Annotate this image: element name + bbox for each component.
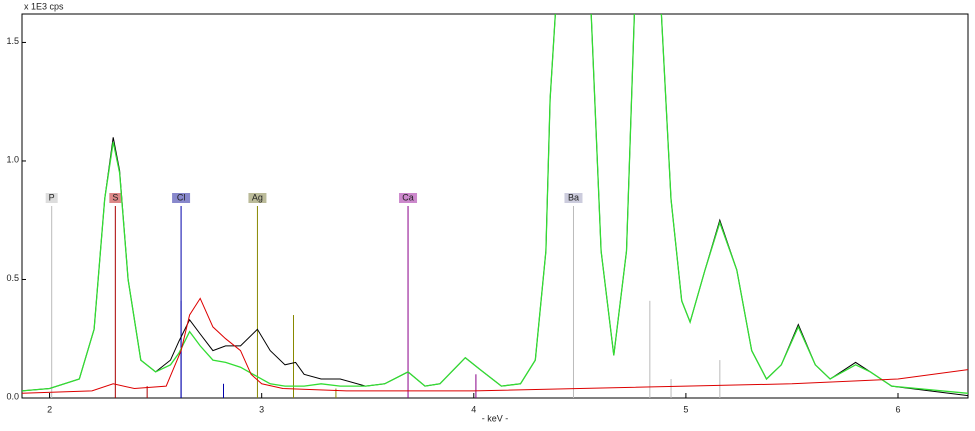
element-label: Ag [252, 192, 263, 202]
x-tick-label: 3 [259, 404, 264, 414]
x-tick-label: 4 [471, 404, 476, 414]
element-label: Cl [177, 192, 186, 202]
element-label-box [564, 193, 583, 203]
y-unit-label: x 1E3 cps [24, 1, 64, 11]
spectrum-line [22, 297, 968, 394]
element-label-box [45, 193, 58, 203]
x-tick-label: 5 [683, 404, 688, 414]
plot-area: P S Cl Ag Ca Ba [22, 14, 968, 398]
y-tick-label: 0.0 [6, 391, 19, 401]
x-tick-label: 2 [47, 404, 52, 414]
element-label-box [399, 193, 418, 203]
y-tick-label: 1.0 [6, 154, 19, 164]
x-axis-label: - keV - [482, 413, 509, 423]
element-label-box [248, 193, 267, 203]
y-tick-label: 1.5 [6, 36, 19, 46]
element-label-box [109, 193, 122, 203]
element-label-box [172, 193, 191, 203]
element-label: Ca [402, 192, 414, 202]
element-label: Ba [568, 192, 579, 202]
plot-frame [21, 13, 969, 399]
y-tick-label: 0.5 [6, 273, 19, 283]
x-tick-label: 6 [895, 404, 900, 414]
element-label: S [112, 192, 118, 202]
element-label: P [49, 192, 55, 202]
spectrum-line [22, 14, 968, 394]
